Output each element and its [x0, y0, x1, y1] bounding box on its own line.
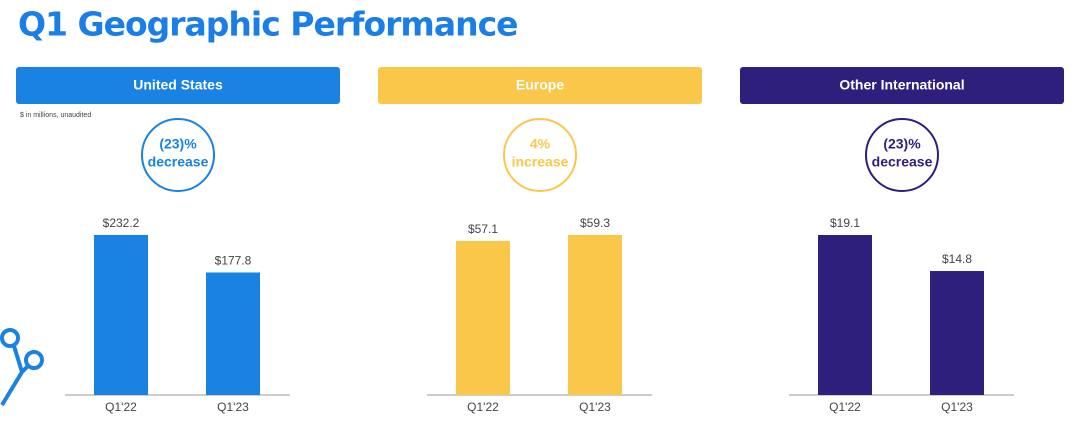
badge [141, 118, 215, 192]
x-tick-label: Q1'22 [105, 400, 137, 414]
panel-header [378, 67, 702, 104]
bar [94, 235, 148, 395]
badge-text: increase [512, 154, 569, 170]
slide-title: Q1 Geographic Performance [18, 5, 518, 44]
x-tick-label: Q1'22 [467, 400, 499, 414]
badge-text: (23)% [883, 136, 921, 152]
value-label: $57.1 [468, 222, 498, 236]
logo-decoration [0, 328, 44, 407]
badge-text: 4% [530, 136, 551, 152]
badge [503, 118, 577, 192]
value-label: $232.2 [103, 216, 140, 230]
panel-header [740, 67, 1064, 104]
value-label: $14.8 [942, 252, 972, 266]
bar [818, 235, 872, 395]
panel-header [16, 67, 340, 104]
panel-title: Other International [839, 77, 964, 93]
note: $ in millions, unaudited [20, 112, 91, 119]
x-tick-label: Q1'22 [829, 400, 861, 414]
panel-title: Europe [516, 77, 564, 93]
x-tick-label: Q1'23 [217, 400, 249, 414]
badge-text: decrease [148, 154, 209, 170]
value-label: $177.8 [215, 254, 252, 268]
badge [865, 118, 939, 192]
bar [206, 272, 260, 395]
bar [456, 240, 510, 395]
bar [930, 271, 984, 395]
value-label: $59.3 [580, 216, 610, 230]
bar [568, 235, 622, 395]
panel-title: United States [133, 77, 223, 93]
x-tick-label: Q1'23 [941, 400, 973, 414]
badge-text: (23)% [159, 136, 197, 152]
badge-text: decrease [872, 154, 933, 170]
value-label: $19.1 [830, 216, 860, 230]
x-tick-label: Q1'23 [579, 400, 611, 414]
